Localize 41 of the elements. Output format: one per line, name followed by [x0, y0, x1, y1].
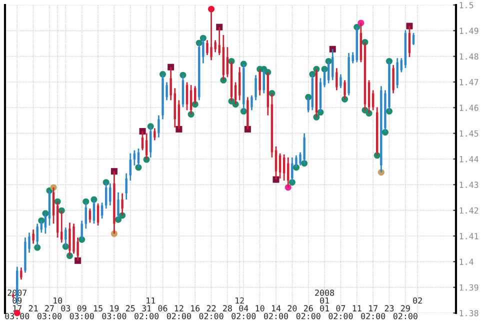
y-tick-label: 1.41 [460, 233, 478, 240]
y-tick-label: 1.5 [460, 2, 474, 8]
y-tick-label: 1.4 [460, 258, 474, 265]
x-tick-label: 28 [223, 305, 232, 312]
x-tick-label: 11 [146, 297, 156, 304]
x-tick-label: 14 02:00 [264, 305, 288, 320]
y-tick-label: 1.45 [460, 130, 478, 137]
x-tick-label: 03 [61, 305, 70, 312]
x-tick-label: 10 [256, 305, 264, 312]
point [139, 128, 146, 135]
y-tick-label: 1.49 [460, 28, 478, 34]
x-tick-label: 27 03:00 [37, 305, 62, 320]
x-tick-label: 10 [54, 297, 62, 304]
x-tick-label: 21 [28, 305, 38, 312]
point [272, 176, 280, 183]
y-tick-label: 1.47 [460, 79, 478, 86]
x-tick-label: 02 [413, 297, 422, 304]
x-tick-label: 09 03:00 [70, 305, 94, 320]
x-tick-label: 15 [94, 305, 102, 312]
y-tick-label: 1.43 [460, 182, 478, 188]
point [406, 22, 413, 30]
x-tick-label: 29 02:00 [393, 305, 418, 320]
y-tick-label: 1.48 [460, 53, 478, 60]
x-tick-label: 19 03:00 [102, 305, 126, 320]
x-tick-label: 06 [158, 305, 168, 312]
x-tick-label: 04 02:00 [232, 305, 256, 320]
x-tick-label: 11 [352, 305, 362, 312]
x-tick-label: 17 02:00 [361, 305, 386, 320]
x-tick-label: 16 [191, 305, 200, 312]
x-tick-label: 12 [236, 297, 244, 304]
x-tick-label: 22 02:00 [199, 305, 224, 320]
y-tick-label: 1.44 [460, 156, 478, 162]
x-tick-label: 25 [126, 305, 135, 312]
x-tick-label: 20 [288, 305, 297, 312]
y-tick-label: 1.38 [460, 310, 478, 316]
y-tick-label: 1.46 [460, 104, 478, 111]
x-tick-label: 12 02:00 [166, 305, 191, 320]
x-tick-label: 31 02:00 [134, 305, 159, 320]
y-tick-label: 1.39 [460, 284, 478, 291]
x-tick-label: 23 [384, 305, 394, 312]
y-tick-label: 1.42 [460, 207, 478, 214]
